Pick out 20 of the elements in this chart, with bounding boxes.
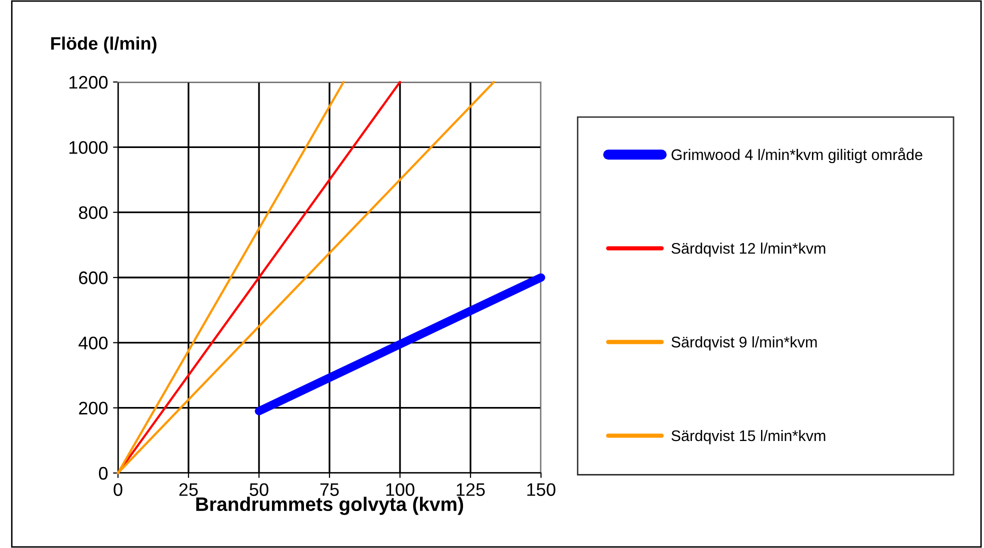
y-axis-title: Flöde (l/min) <box>51 36 156 54</box>
y-tick-label: 1000 <box>69 141 108 154</box>
x-tick-label: 125 <box>456 483 485 496</box>
y-tick-label: 1200 <box>69 76 108 89</box>
legend-label: Särdqvist 9 l/min*kvm <box>672 336 817 351</box>
x-axis-title: Brandrummets golvyta (kvm) <box>196 496 464 515</box>
x-tick-label: 100 <box>386 483 414 496</box>
y-tick-label: 600 <box>79 271 108 284</box>
legend-label: Särdqvist 12 l/min*kvm <box>672 242 826 257</box>
y-tick-label: 400 <box>78 336 108 350</box>
y-tick-label: 0 <box>98 466 108 480</box>
x-tick-label: 75 <box>320 483 339 496</box>
x-tick-label: 25 <box>179 483 198 496</box>
y-tick-label: 800 <box>78 206 108 220</box>
x-tick-label: 0 <box>114 483 122 496</box>
x-tick-label: 150 <box>527 483 556 496</box>
y-tick-label: 200 <box>79 402 108 415</box>
legend-label: Grimwood 4 l/min*kvm gilitigt område <box>672 148 922 164</box>
legend-label: Särdqvist 15 l/min*kvm <box>672 430 826 444</box>
x-tick-label: 50 <box>250 483 268 496</box>
